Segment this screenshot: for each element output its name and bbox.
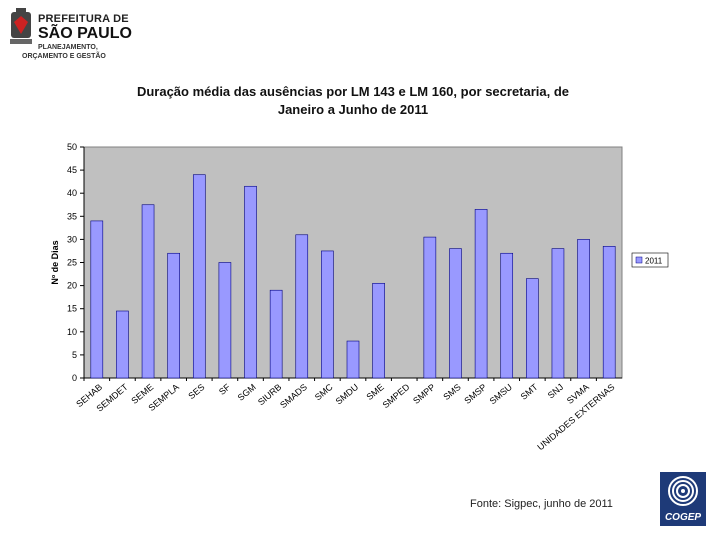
x-tick-label: SNJ xyxy=(546,382,565,401)
bar-smdu xyxy=(346,340,360,379)
x-tick-label: SMT xyxy=(519,382,540,402)
bar-ses xyxy=(192,174,206,379)
x-tick-label: SMDU xyxy=(334,382,361,407)
legend-box xyxy=(631,252,669,268)
bar-sehab xyxy=(90,220,104,379)
chart-title-line2: Janeiro a Junho de 2011 xyxy=(277,102,429,117)
org-name-line1: PREFEITURA DE xyxy=(38,13,129,25)
bar-semdet xyxy=(116,310,129,379)
x-tick-label: SMS xyxy=(441,382,462,402)
spiral-icon xyxy=(668,476,698,506)
y-tick-label: 40 xyxy=(67,188,77,198)
bar-sf xyxy=(218,262,232,379)
chart-title-line1: Duração média das ausências por LM 143 e… xyxy=(136,84,570,99)
bar-seme xyxy=(141,204,155,379)
bar-svma xyxy=(577,239,590,379)
bar-smsu xyxy=(500,252,514,379)
y-tick-label: 30 xyxy=(67,234,77,244)
x-tick-label: SGM xyxy=(236,382,258,403)
y-tick-label: 0 xyxy=(72,373,77,383)
x-tick-label: SMC xyxy=(313,382,335,403)
bar-smpp xyxy=(423,236,437,379)
bar-sempla xyxy=(167,252,180,379)
y-axis-label: Nº de Dias xyxy=(50,240,60,284)
source-note: Fonte: Sigpec, junho de 2011 xyxy=(470,498,613,510)
y-tick-label: 10 xyxy=(67,327,77,337)
org-dept-line2: ORÇAMENTO E GESTÃO xyxy=(22,53,106,60)
y-tick-label: 50 xyxy=(67,142,77,152)
bar-smt xyxy=(526,278,539,379)
y-tick-label: 5 xyxy=(72,350,77,360)
bar-sms xyxy=(449,248,462,379)
y-tick-label: 45 xyxy=(67,165,77,175)
brand-name: COGEP xyxy=(664,512,702,523)
bar-siurb xyxy=(269,289,283,379)
brand-logo: COGEP xyxy=(660,472,706,526)
chart-title: Duração média das ausências por LM 143 e… xyxy=(100,83,606,119)
x-tick-label: SME xyxy=(365,382,386,402)
x-tick-label: SMSP xyxy=(462,382,488,406)
x-tick-label: SMPP xyxy=(411,382,437,406)
legend-swatch xyxy=(635,256,643,264)
org-logo: PREFEITURA DE SÃO PAULO PLANEJAMENTO, OR… xyxy=(8,8,138,64)
bar-sgm xyxy=(244,185,257,379)
x-tick-label: SMADS xyxy=(278,382,309,410)
bar-snj xyxy=(551,248,565,379)
x-tick-label: SF xyxy=(217,382,233,397)
org-name-line2: SÃO PAULO xyxy=(38,25,132,42)
org-dept-line1: PLANEJAMENTO, xyxy=(38,44,98,51)
y-tick-label: 35 xyxy=(67,211,77,221)
bar-smsp xyxy=(474,209,488,379)
y-tick-label: 25 xyxy=(67,258,77,268)
x-tick-label: SES xyxy=(186,382,206,401)
coat-of-arms-icon xyxy=(10,8,32,44)
bar-unidades-externas xyxy=(602,246,616,379)
y-tick-label: 20 xyxy=(67,281,77,291)
bar-smads xyxy=(295,234,309,379)
x-tick-label: SMSU xyxy=(488,382,514,406)
bar-smc xyxy=(321,250,334,379)
bar-sme xyxy=(372,282,385,379)
x-tick-label: SMPED xyxy=(381,382,412,411)
legend-label: 2011 xyxy=(645,257,663,266)
y-tick-label: 15 xyxy=(67,304,77,314)
